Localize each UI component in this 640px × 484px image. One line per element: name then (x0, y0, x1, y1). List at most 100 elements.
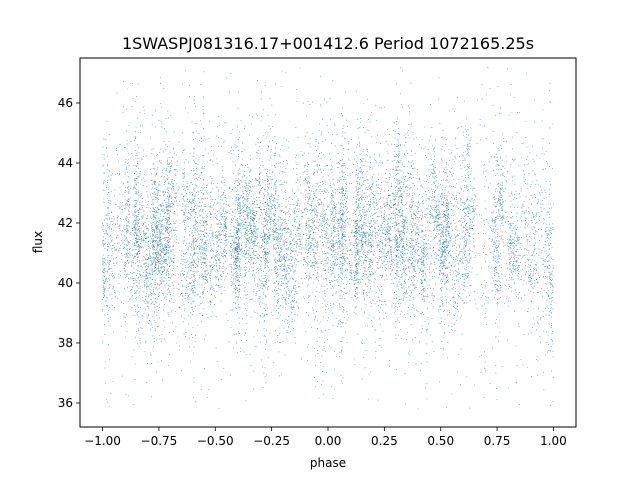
data-point (466, 275, 467, 277)
data-point (485, 284, 487, 286)
data-point (135, 223, 136, 225)
data-point (224, 227, 226, 228)
data-point (342, 107, 344, 109)
data-point (222, 216, 224, 217)
data-point (157, 250, 158, 252)
data-point (221, 194, 223, 196)
data-point (279, 342, 281, 343)
data-point (263, 249, 265, 250)
data-point (514, 237, 515, 239)
data-point (404, 249, 406, 250)
data-point (184, 329, 186, 331)
data-point (193, 381, 195, 383)
data-point (469, 300, 471, 301)
data-point (208, 242, 209, 244)
data-point (275, 191, 276, 193)
data-point (200, 234, 202, 235)
data-point (463, 252, 465, 254)
data-point (411, 245, 412, 247)
data-point (153, 240, 155, 242)
data-point (328, 204, 330, 206)
data-point (192, 271, 194, 273)
data-point (467, 275, 468, 277)
data-point (477, 99, 479, 101)
data-point (175, 242, 177, 243)
data-point (164, 267, 165, 269)
data-point (496, 247, 498, 249)
data-point (378, 230, 379, 232)
data-point (365, 274, 367, 275)
data-point (159, 270, 160, 272)
data-point (307, 100, 309, 102)
data-point (341, 205, 342, 207)
data-point (154, 328, 156, 330)
data-point (231, 263, 232, 265)
data-point (550, 350, 551, 352)
data-point (384, 244, 386, 246)
data-point (447, 232, 449, 234)
data-point (155, 223, 157, 225)
data-point (394, 218, 396, 220)
data-point (438, 214, 440, 216)
data-point (220, 287, 222, 289)
data-point (288, 249, 290, 251)
data-point (292, 309, 293, 311)
data-point (312, 209, 313, 211)
data-point (433, 170, 434, 171)
data-point (144, 180, 146, 182)
data-point (308, 275, 310, 277)
data-point (248, 115, 250, 116)
data-point (266, 330, 267, 332)
data-point (390, 216, 392, 218)
data-point (225, 226, 227, 228)
data-point (405, 226, 407, 228)
data-point (238, 245, 240, 247)
data-point (332, 312, 333, 314)
data-point (397, 191, 399, 192)
data-point (291, 266, 293, 268)
data-point (216, 215, 217, 217)
data-point (172, 262, 174, 264)
data-point (356, 248, 358, 250)
data-point (361, 241, 362, 243)
data-point (372, 194, 374, 195)
data-point (194, 206, 195, 207)
data-point (472, 228, 474, 229)
data-point (310, 209, 311, 210)
data-point (264, 238, 266, 240)
data-point (511, 243, 513, 245)
data-point (207, 184, 208, 186)
data-point (350, 220, 352, 221)
data-point (189, 213, 191, 215)
data-point (224, 216, 226, 217)
data-point (325, 269, 327, 270)
data-point (134, 185, 136, 187)
data-point (374, 158, 376, 160)
data-point (342, 244, 344, 246)
data-point (141, 267, 143, 269)
data-point (238, 139, 239, 140)
data-point (396, 265, 398, 267)
data-point (113, 216, 114, 217)
data-point (510, 217, 511, 219)
data-point (153, 232, 155, 233)
data-point (312, 228, 314, 230)
data-point (492, 143, 494, 144)
data-point (145, 238, 147, 239)
data-point (327, 206, 328, 208)
data-point (387, 223, 389, 225)
data-point (225, 197, 227, 199)
data-point (246, 240, 248, 242)
data-point (260, 270, 262, 271)
data-point (432, 288, 434, 290)
data-point (235, 287, 237, 288)
data-point (346, 342, 348, 343)
data-point (124, 270, 126, 272)
data-point (498, 216, 500, 217)
data-point (221, 146, 222, 147)
data-point (425, 200, 427, 202)
data-point (134, 205, 136, 207)
data-point (533, 245, 535, 246)
data-point (283, 240, 285, 242)
data-point (273, 199, 274, 201)
